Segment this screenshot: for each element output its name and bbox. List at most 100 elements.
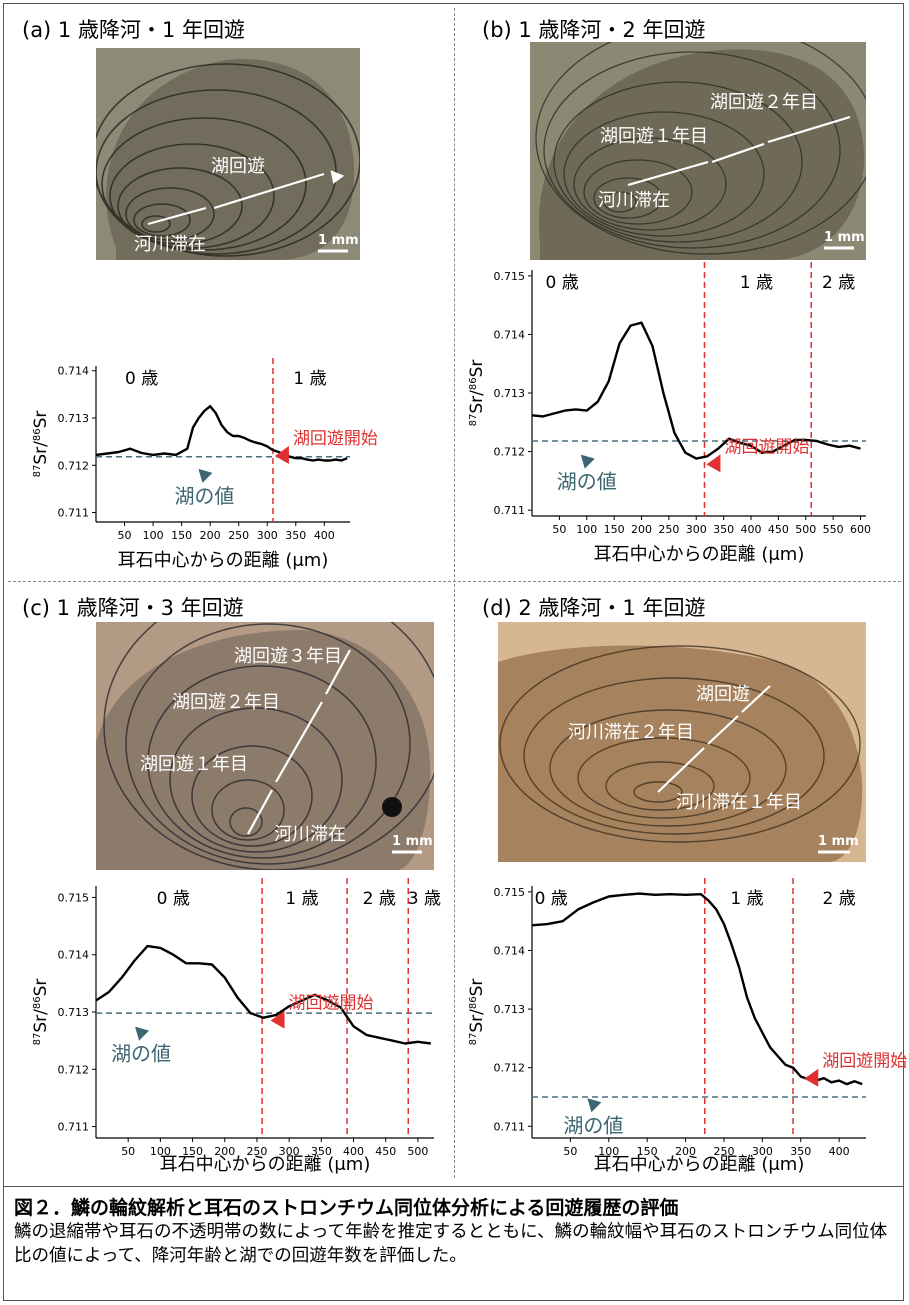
chart-a-start-label: 湖回遊開始 xyxy=(293,429,378,449)
chart-b-xtick-label: 250 xyxy=(658,523,679,536)
chart-b-xtick-label: 200 xyxy=(631,523,652,536)
chart-c-x-axis-label: 耳石中心からの距離 (μm) xyxy=(160,1154,371,1175)
chart-d-xtick-label: 300 xyxy=(752,1145,773,1158)
photo-c-label-lake2: 湖回遊２年目 xyxy=(172,692,280,713)
chart-c-xtick-label: 350 xyxy=(311,1145,332,1158)
chart-a-xtick-label: 250 xyxy=(228,529,249,542)
chart-a-ytick-label: 0.713 xyxy=(58,412,90,425)
photo-a-scale: 1 mm xyxy=(318,233,359,248)
chart-d-xtick-label: 250 xyxy=(713,1145,734,1158)
chart-b-xtick-label: 500 xyxy=(795,523,816,536)
chart-b-ytick-label: 0.713 xyxy=(494,387,526,400)
chart-b-xtick-label: 600 xyxy=(850,523,871,536)
chart-a-start-marker xyxy=(274,446,289,465)
photo-d-label-river2: 河川滞在２年目 xyxy=(568,722,694,743)
chart-a-xtick-label: 150 xyxy=(171,529,192,542)
chart-d-xtick-label: 350 xyxy=(790,1145,811,1158)
chart-b-xtick-label: 450 xyxy=(768,523,789,536)
photo-c-label-lake3: 湖回遊３年目 xyxy=(234,646,342,667)
chart-b-y-axis-label: 87Sr/86Sr xyxy=(467,360,487,427)
chart-a-age-label: 0 歳 xyxy=(125,369,158,389)
chart-a-xtick-label: 350 xyxy=(285,529,306,542)
photo-d-label-lake: 湖回遊 xyxy=(696,684,750,705)
caption-body: 鱗の退縮帯や耳石の不透明帯の数によって年齢を推定するとともに、鱗の輪紋幅や耳石の… xyxy=(14,1222,888,1266)
chart-c-ytick-label: 0.713 xyxy=(58,1006,90,1019)
photo-d-label-river1: 河川滞在１年目 xyxy=(676,792,802,813)
chart-a-lake-label: 湖の値 xyxy=(174,484,234,508)
chart-d-age-label: 0 歳 xyxy=(535,889,568,909)
chart-d-xtick-label: 400 xyxy=(829,1145,850,1158)
scale-photo-a: 湖回遊 河川滞在 1 mm xyxy=(96,48,360,260)
photo-c-label-lake1: 湖回遊１年目 xyxy=(140,754,248,775)
panel-a-title: (a) 1 歳降河・1 年回遊 xyxy=(22,18,246,42)
chart-a-ytick-label: 0.711 xyxy=(58,507,90,520)
chart-d-xtick-label: 100 xyxy=(598,1145,619,1158)
chart-c-start-marker xyxy=(270,1010,285,1029)
chart-b-lake-label: 湖の値 xyxy=(557,470,617,494)
chart-c-xtick-label: 400 xyxy=(343,1145,364,1158)
chart-d-xtick-label: 150 xyxy=(637,1145,658,1158)
chart-b-start-label: 湖回遊開始 xyxy=(724,437,809,457)
chart-c-lake-label: 湖の値 xyxy=(111,1042,171,1066)
chart-c-xtick-label: 500 xyxy=(407,1145,428,1158)
scale-photo-b: 湖回遊２年目 湖回遊１年目 河川滞在 1 mm xyxy=(530,42,866,260)
chart-c-xtick-label: 450 xyxy=(375,1145,396,1158)
chart-c-xtick-label: 100 xyxy=(150,1145,171,1158)
chart-b-xtick-label: 550 xyxy=(823,523,844,536)
chart-c-sr-ratio-line xyxy=(95,944,431,1045)
photo-a-label-lake: 湖回遊 xyxy=(211,156,265,177)
chart-b-xtick-label: 100 xyxy=(576,523,597,536)
chart-b-ytick-label: 0.711 xyxy=(494,504,526,517)
chart-c-lake-marker xyxy=(135,1026,150,1041)
chart-d-x-axis-label: 耳石中心からの距離 (μm) xyxy=(594,1154,805,1175)
chart-c-xtick-label: 150 xyxy=(182,1145,203,1158)
chart-c-age-label: 3 歳 xyxy=(408,889,441,909)
figure-frame xyxy=(3,3,904,1301)
chart-c-age-label: 0 歳 xyxy=(157,889,190,909)
photo-b-scale: 1 mm xyxy=(824,230,865,245)
chart-c-xtick-label: 200 xyxy=(214,1145,235,1158)
photo-c-label-river: 河川滞在 xyxy=(274,824,346,845)
chart-a-lake-marker xyxy=(198,468,213,483)
caption-divider xyxy=(3,1186,904,1187)
chart-c-xtick-label: 50 xyxy=(121,1145,135,1158)
chart-b-xtick-label: 350 xyxy=(713,523,734,536)
panel-c-title: (c) 1 歳降河・3 年回遊 xyxy=(22,596,244,620)
chart-c-age-label: 2 歳 xyxy=(363,889,396,909)
chart-c-y-axis-label: 87Sr/86Sr xyxy=(31,979,51,1046)
chart-b-start-marker xyxy=(706,454,721,473)
chart-a-ytick-label: 0.714 xyxy=(58,365,90,378)
scale-photo-c: 湖回遊３年目 湖回遊２年目 湖回遊１年目 河川滞在 1 mm xyxy=(96,622,434,870)
chart-b-ytick-label: 0.714 xyxy=(494,328,526,341)
chart-d-start-label: 湖回遊開始 xyxy=(822,1052,907,1072)
chart-d-lake-label: 湖の値 xyxy=(563,1113,623,1137)
chart-c-ytick-label: 0.711 xyxy=(58,1121,90,1134)
chart-c-ytick-label: 0.712 xyxy=(58,1063,90,1076)
photo-b-label-river: 河川滞在 xyxy=(598,190,670,211)
chart-d-sr-ratio-line xyxy=(531,892,863,1086)
chart-d-ytick-label: 0.715 xyxy=(494,886,526,899)
chart-c-age-label: 1 歳 xyxy=(285,889,318,909)
chart-c-start-label: 湖回遊開始 xyxy=(289,994,374,1014)
chart-a-xtick-label: 100 xyxy=(143,529,164,542)
chart-a-xtick-label: 400 xyxy=(314,529,335,542)
photo-a-label-river: 河川滞在 xyxy=(134,234,206,255)
chart-a-ytick-label: 0.712 xyxy=(58,459,90,472)
chart-a-xtick-label: 200 xyxy=(200,529,221,542)
chart-c-xtick-label: 300 xyxy=(279,1145,300,1158)
vertical-divider xyxy=(454,8,455,1178)
chart-b-xtick-label: 400 xyxy=(741,523,762,536)
chart-d-ytick-label: 0.713 xyxy=(494,1003,526,1016)
chart-b-xtick-label: 50 xyxy=(552,523,566,536)
photo-d-scale: 1 mm xyxy=(818,834,859,849)
chart-b-ytick-label: 0.712 xyxy=(494,446,526,459)
chart-a-xtick-label: 300 xyxy=(257,529,278,542)
chart-a-y-axis-label: 87Sr/86Sr xyxy=(31,411,51,478)
chart-d-lake-marker xyxy=(587,1098,602,1113)
chart-a-age-label: 1 歳 xyxy=(293,369,326,389)
chart-b-age-label: 0 歳 xyxy=(545,273,578,293)
chart-b-xtick-label: 300 xyxy=(686,523,707,536)
photo-b-label-lake1: 湖回遊１年目 xyxy=(600,126,708,147)
panel-d-title: (d) 2 歳降河・1 年回遊 xyxy=(482,596,706,620)
